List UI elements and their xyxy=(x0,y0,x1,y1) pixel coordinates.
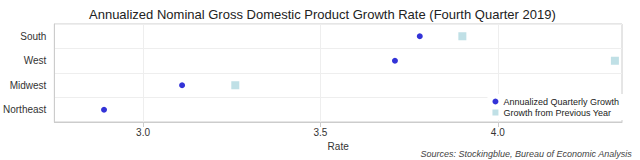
svg-text:Sources: Stockingblue, Bureau: Sources: Stockingblue, Bureau of Economi… xyxy=(420,149,632,159)
svg-text:Northeast: Northeast xyxy=(3,104,47,115)
svg-text:South: South xyxy=(20,31,46,42)
svg-text:Annualized Nominal Gross Domes: Annualized Nominal Gross Domestic Produc… xyxy=(89,7,556,22)
svg-text:4.0: 4.0 xyxy=(491,127,505,138)
svg-text:West: West xyxy=(24,55,47,66)
svg-text:Midwest: Midwest xyxy=(10,80,47,91)
svg-text:Growth from Previous Year: Growth from Previous Year xyxy=(503,108,611,118)
svg-text:3.0: 3.0 xyxy=(136,127,150,138)
svg-text:Annualized Quarterly Growth: Annualized Quarterly Growth xyxy=(503,97,619,107)
svg-text:Rate: Rate xyxy=(328,141,350,152)
svg-text:3.5: 3.5 xyxy=(313,127,327,138)
